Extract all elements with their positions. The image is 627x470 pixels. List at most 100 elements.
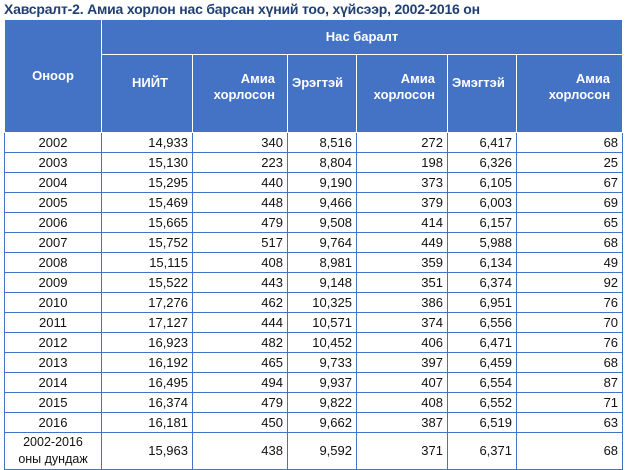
total-deaths-cell: 15,963 (101, 432, 193, 470)
table-row: 2005 15,469 448 9,466 379 6,003 69 (4, 192, 624, 213)
female-deaths-cell: 6,417 (447, 132, 517, 153)
year-cell: 2007 (4, 232, 102, 253)
female-deaths-cell: 6,552 (447, 392, 517, 413)
male-suicide-header: Амиа хорлосон (356, 54, 448, 133)
table-row: 2011 17,127 444 10,571 374 6,556 70 (4, 312, 624, 333)
female-deaths-cell: 6,459 (447, 352, 517, 373)
male-deaths-cell: 9,190 (287, 172, 357, 193)
total-suicide-cell: 448 (192, 192, 288, 213)
total-suicide-header: Амиа хорлосон (192, 54, 288, 133)
total-deaths-cell: 16,923 (101, 332, 193, 353)
year-column-header: Оноор (4, 19, 102, 133)
year-cell: 2006 (4, 212, 102, 233)
total-suicide-cell: 438 (192, 432, 288, 470)
female-deaths-cell: 6,003 (447, 192, 517, 213)
year-cell: 2003 (4, 152, 102, 173)
table-row: 2004 15,295 440 9,190 373 6,105 67 (4, 172, 624, 193)
female-suicide-cell: 87 (515, 372, 624, 393)
female-deaths-header: Эмэгтэй (447, 54, 517, 133)
year-cell: 2012 (4, 332, 102, 353)
female-deaths-cell: 6,326 (447, 152, 517, 173)
female-suicide-cell: 71 (515, 392, 624, 413)
female-deaths-cell: 6,519 (447, 412, 517, 433)
total-deaths-cell: 15,469 (101, 192, 193, 213)
female-deaths-cell: 6,374 (447, 272, 517, 293)
male-suicide-cell: 359 (356, 252, 448, 273)
male-deaths-cell: 9,764 (287, 232, 357, 253)
male-suicide-cell: 387 (356, 412, 448, 433)
female-suicide-cell: 92 (515, 272, 624, 293)
mortality-table: Оноор Нас баралт НИЙТ Амиа хорлосон Эрэг… (4, 19, 624, 470)
male-suicide-cell: 373 (356, 172, 448, 193)
female-deaths-cell: 6,134 (447, 252, 517, 273)
male-deaths-cell: 9,466 (287, 192, 357, 213)
table-caption: Хавсралт-2. Амиа хорлон нас барсан хүний… (4, 1, 480, 17)
female-deaths-cell: 6,556 (447, 312, 517, 333)
total-suicide-cell: 462 (192, 292, 288, 313)
total-deaths-cell: 17,276 (101, 292, 193, 313)
year-cell: 2002 (4, 132, 102, 153)
year-cell: 2011 (4, 312, 102, 333)
total-suicide-cell: 450 (192, 412, 288, 433)
total-suicide-cell: 494 (192, 372, 288, 393)
male-suicide-cell: 379 (356, 192, 448, 213)
male-deaths-cell: 9,508 (287, 212, 357, 233)
male-suicide-cell: 272 (356, 132, 448, 153)
male-suicide-cell: 198 (356, 152, 448, 173)
table-row: 2012 16,923 482 10,452 406 6,471 76 (4, 332, 624, 353)
male-deaths-cell: 9,592 (287, 432, 357, 470)
male-deaths-cell: 9,822 (287, 392, 357, 413)
total-deaths-cell: 15,752 (101, 232, 193, 253)
total-suicide-cell: 479 (192, 212, 288, 233)
male-deaths-cell: 8,804 (287, 152, 357, 173)
female-suicide-cell: 68 (515, 352, 624, 373)
male-deaths-cell: 9,733 (287, 352, 357, 373)
table-row: 2003 15,130 223 8,804 198 6,326 25 (4, 152, 624, 173)
female-suicide-cell: 65 (515, 212, 624, 233)
average-label-cell: 2002-2016 оны дундаж (4, 432, 102, 470)
female-suicide-header: Амиа хорлосон (515, 54, 624, 133)
male-deaths-cell: 8,981 (287, 252, 357, 273)
total-deaths-cell: 15,115 (101, 252, 193, 273)
total-deaths-cell: 17,127 (101, 312, 193, 333)
year-cell: 2008 (4, 252, 102, 273)
female-suicide-cell: 70 (515, 312, 624, 333)
table-row: 2014 16,495 494 9,937 407 6,554 87 (4, 372, 624, 393)
total-deaths-cell: 16,495 (101, 372, 193, 393)
table-row: 2006 15,665 479 9,508 414 6,157 65 (4, 212, 624, 233)
male-suicide-cell: 408 (356, 392, 448, 413)
total-deaths-header: НИЙТ (101, 54, 193, 133)
female-deaths-cell: 6,554 (447, 372, 517, 393)
male-deaths-cell: 9,662 (287, 412, 357, 433)
total-deaths-cell: 15,130 (101, 152, 193, 173)
female-suicide-cell: 67 (515, 172, 624, 193)
year-cell: 2015 (4, 392, 102, 413)
female-suicide-cell: 68 (515, 432, 624, 470)
female-suicide-cell: 68 (515, 132, 624, 153)
male-suicide-cell: 414 (356, 212, 448, 233)
table-row: 2009 15,522 443 9,148 351 6,374 92 (4, 272, 624, 293)
male-suicide-cell: 406 (356, 332, 448, 353)
male-suicide-cell: 397 (356, 352, 448, 373)
total-suicide-cell: 465 (192, 352, 288, 373)
average-label-line2: оны дундаж (18, 452, 88, 466)
male-suicide-cell: 374 (356, 312, 448, 333)
female-suicide-cell: 76 (515, 292, 624, 313)
total-suicide-cell: 479 (192, 392, 288, 413)
table-row: 2016 16,181 450 9,662 387 6,519 63 (4, 412, 624, 433)
male-deaths-cell: 10,325 (287, 292, 357, 313)
year-cell: 2016 (4, 412, 102, 433)
female-suicide-cell: 69 (515, 192, 624, 213)
male-suicide-cell: 449 (356, 232, 448, 253)
female-suicide-cell: 63 (515, 412, 624, 433)
male-deaths-cell: 9,937 (287, 372, 357, 393)
total-deaths-cell: 15,295 (101, 172, 193, 193)
year-cell: 2010 (4, 292, 102, 313)
total-deaths-cell: 15,522 (101, 272, 193, 293)
total-deaths-cell: 16,181 (101, 412, 193, 433)
male-deaths-header: Эрэгтэй (287, 54, 357, 133)
total-suicide-cell: 444 (192, 312, 288, 333)
table-row: 2013 16,192 465 9,733 397 6,459 68 (4, 352, 624, 373)
total-suicide-cell: 340 (192, 132, 288, 153)
total-suicide-cell: 517 (192, 232, 288, 253)
